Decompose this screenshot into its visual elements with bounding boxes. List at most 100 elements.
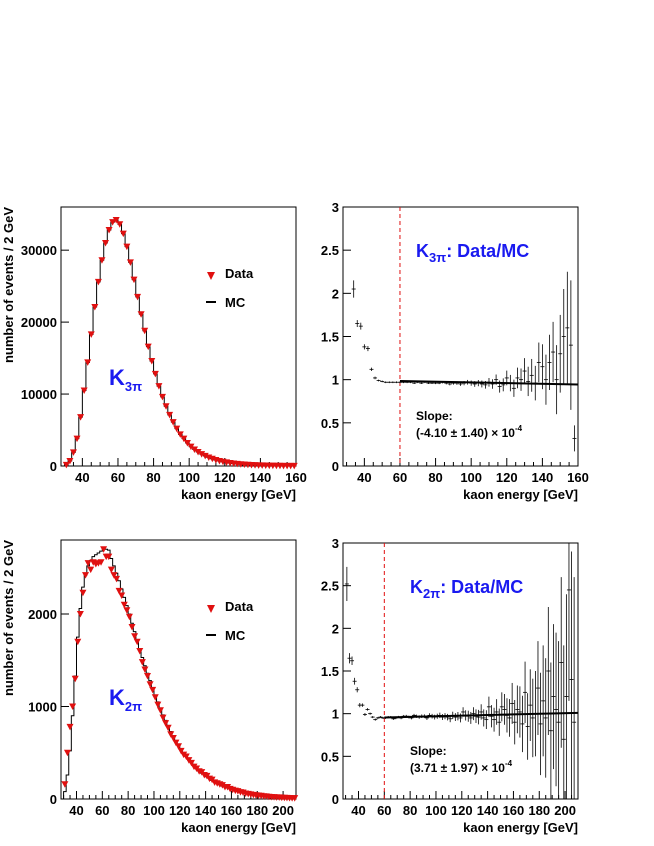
mc-histogram (61, 546, 296, 800)
slope-exponent: -4 (515, 424, 523, 433)
x-tick-label: 80 (146, 470, 160, 485)
x-tick-label: 160 (567, 470, 589, 485)
data-point (63, 749, 71, 757)
x-tick-label: 160 (503, 803, 525, 818)
y-tick-label: 0 (50, 459, 57, 474)
process-label-sub: 2π (125, 699, 142, 714)
data-point (144, 672, 152, 680)
legend-data-label: Data (225, 266, 254, 281)
data-point (180, 435, 188, 443)
data-point (71, 675, 79, 683)
y-tick-label: 0.5 (321, 749, 339, 764)
x-axis-label: kaon energy [GeV] (463, 487, 578, 502)
slope-value: (3.71 ± 1.97) × 10-4 (410, 759, 513, 775)
process-label: K2π (109, 685, 142, 714)
y-tick-label: 20000 (21, 315, 57, 330)
data-point (102, 239, 110, 247)
x-tick-label: 60 (95, 803, 109, 818)
data-point (130, 276, 138, 284)
data-point (141, 327, 149, 335)
data-point (105, 227, 113, 234)
y-tick-label: 1000 (28, 700, 57, 715)
data-point (126, 259, 134, 266)
ratio-title-rest: : Data/MC (446, 241, 529, 261)
data-point (116, 221, 124, 228)
data-point (156, 707, 164, 714)
data-point (194, 448, 202, 456)
slope-value: (-4.10 ± 1.40) × 10-4 (416, 424, 523, 440)
data-point (148, 357, 156, 365)
data-point (87, 331, 95, 338)
data-point (128, 623, 136, 631)
data-point (107, 566, 115, 574)
data-point (80, 387, 88, 394)
ratio-title: K3π: Data/MC (416, 241, 529, 265)
data-point (61, 781, 69, 788)
data-point (187, 443, 195, 451)
data-point (155, 383, 163, 390)
data-point (84, 359, 92, 366)
x-tick-label: 100 (460, 470, 482, 485)
x-tick-label: 200 (554, 803, 576, 818)
y-tick-label: 0 (332, 459, 339, 474)
y-tick-label: 30000 (21, 243, 57, 258)
mc-histogram (61, 219, 296, 467)
ratio-title-main: K (410, 577, 423, 597)
x-tick-label: 160 (285, 470, 307, 485)
x-tick-label: 80 (121, 803, 135, 818)
data-point (66, 457, 74, 465)
data-point (177, 747, 185, 755)
data-point (123, 243, 131, 251)
x-tick-label: 60 (111, 470, 125, 485)
data-point (125, 613, 133, 621)
x-tick-label: 200 (272, 803, 294, 818)
x-tick-label: 40 (357, 470, 371, 485)
data-point (159, 714, 167, 722)
data-point (133, 638, 141, 646)
data-point (69, 449, 77, 456)
data-point (141, 666, 149, 673)
data-point (162, 403, 170, 410)
ratio-title-main: K (416, 241, 429, 261)
y-tick-label: 2 (332, 621, 339, 636)
data-point (87, 566, 95, 574)
ratio-panel-3: 40 60 80 100 120 140 160 180 200 0 0.5 1 1.5 2 2.5 3 kao… (321, 536, 579, 835)
data-point (91, 304, 99, 311)
data-point (94, 278, 102, 286)
slope-title: Slope: (410, 744, 447, 758)
data-point (154, 701, 162, 709)
x-tick-label: 80 (428, 470, 442, 485)
y-tick-label: 0 (332, 792, 339, 807)
data-point (136, 648, 144, 655)
y-tick-label: 2000 (28, 607, 57, 622)
y-tick-label: 2.5 (321, 243, 339, 258)
data-point (144, 343, 152, 351)
data-point (134, 293, 142, 301)
data-point (112, 216, 120, 224)
x-axis-label: kaon energy [GeV] (181, 487, 296, 502)
data-point (131, 633, 139, 640)
data-point (69, 703, 77, 710)
x-tick-label: 160 (221, 803, 243, 818)
data-point (98, 257, 106, 264)
slope-exponent: -4 (505, 759, 513, 768)
y-tick-label: 1.5 (321, 330, 339, 345)
x-tick-label: 140 (250, 470, 272, 485)
y-tick-label: 3 (332, 200, 339, 215)
x-tick-label: 40 (351, 803, 365, 818)
x-tick-label: 40 (69, 803, 83, 818)
data-point (100, 546, 108, 553)
x-tick-label: 140 (195, 803, 217, 818)
y-tick-label: 3 (332, 536, 339, 551)
data-point (151, 694, 159, 701)
ratio-title: K2π: Data/MC (410, 577, 523, 601)
fit-line (399, 379, 579, 386)
data-point (82, 572, 90, 579)
data-point (291, 795, 299, 802)
x-tick-label: 120 (169, 803, 191, 818)
process-label-main: K (109, 685, 125, 710)
y-tick-label: 2 (332, 286, 339, 301)
data-point (158, 393, 166, 401)
